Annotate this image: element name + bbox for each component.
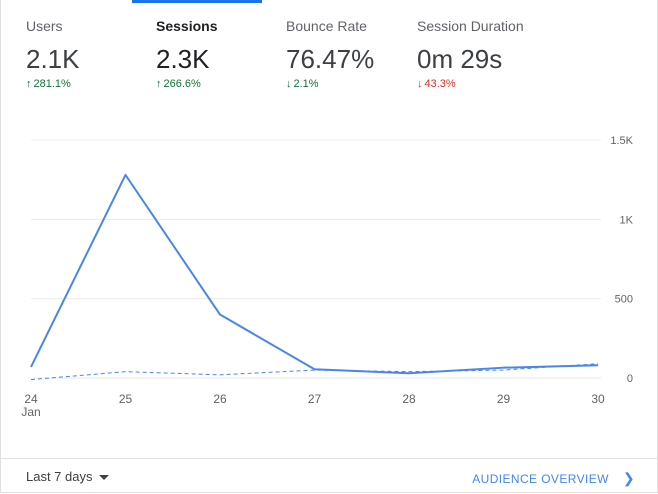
series-line-comparison <box>30 363 599 381</box>
data-point <box>30 378 32 380</box>
metric-change-value: 2.1% <box>293 78 319 90</box>
metric-tab-session-duration[interactable]: Session Duration 0m 29s ↓ 43.3% <box>417 0 557 120</box>
date-range-dropdown[interactable]: Last 7 days <box>26 469 109 484</box>
y-tick-label: 1.5K <box>610 135 633 147</box>
data-point <box>219 313 221 315</box>
arrow-up-icon: ↑ <box>26 78 32 90</box>
data-point <box>124 370 126 372</box>
metric-label: Bounce Rate <box>286 18 367 34</box>
metric-label: Session Duration <box>417 18 524 34</box>
metric-label: Sessions <box>156 18 218 34</box>
caret-down-icon <box>98 474 109 480</box>
metric-change-value: 43.3% <box>424 78 456 90</box>
x-tick-label: 28 <box>402 392 416 406</box>
data-point <box>313 369 315 371</box>
arrow-down-icon: ↓ <box>286 78 292 90</box>
x-tick-label: 26 <box>213 392 227 406</box>
audience-overview-link[interactable]: AUDIENCE OVERVIEW ❯ <box>472 470 635 487</box>
metric-change-value: 281.1% <box>33 78 71 90</box>
data-point <box>597 363 599 365</box>
metric-tab-sessions[interactable]: Sessions 2.3K ↑ 266.6% <box>156 0 266 120</box>
chevron-right-icon: ❯ <box>622 470 635 486</box>
x-tick-label: 24 <box>24 392 38 406</box>
audience-overview-label: AUDIENCE OVERVIEW <box>472 471 609 486</box>
arrow-down-icon: ↓ <box>417 78 423 90</box>
metric-tab-users[interactable]: Users 2.1K ↑ 281.1% <box>26 0 136 120</box>
x-tick-label: 27 <box>308 392 322 406</box>
data-point <box>502 366 504 368</box>
y-tick-label: 500 <box>615 294 633 306</box>
metric-value: 0m 29s <box>417 44 503 74</box>
x-tick-label: 30 <box>591 392 605 406</box>
metric-value: 2.1K <box>26 44 80 74</box>
y-tick-label: 1K <box>620 214 634 226</box>
metric-change-value: 266.6% <box>163 78 201 90</box>
data-point <box>408 370 410 372</box>
series-line-current <box>30 173 599 375</box>
metric-change: ↓ 2.1% <box>286 78 319 90</box>
y-tick-label: 0 <box>627 373 633 385</box>
data-point <box>30 366 32 368</box>
x-tick-label: 25 <box>119 392 133 406</box>
footer-divider <box>1 458 657 459</box>
x-tick-label: 29 <box>497 392 511 406</box>
data-point <box>502 369 504 371</box>
active-tab-indicator <box>132 0 262 3</box>
data-point <box>124 174 126 176</box>
metric-change: ↓ 43.3% <box>417 78 456 90</box>
date-range-label: Last 7 days <box>26 469 93 484</box>
x-tick-sublabel: Jan <box>21 405 40 419</box>
arrow-up-icon: ↑ <box>156 78 162 90</box>
metric-change: ↑ 281.1% <box>26 78 71 90</box>
metric-change: ↑ 266.6% <box>156 78 201 90</box>
sessions-line-chart: 0 500 1K 1.5K 24 Jan 25 26 27 28 29 30 <box>1 120 657 420</box>
metric-tab-bounce-rate[interactable]: Bounce Rate 76.47% ↓ 2.1% <box>286 0 406 120</box>
metric-value: 2.3K <box>156 44 210 74</box>
metric-label: Users <box>26 18 63 34</box>
data-point <box>219 374 221 376</box>
metric-value: 76.47% <box>286 44 375 74</box>
